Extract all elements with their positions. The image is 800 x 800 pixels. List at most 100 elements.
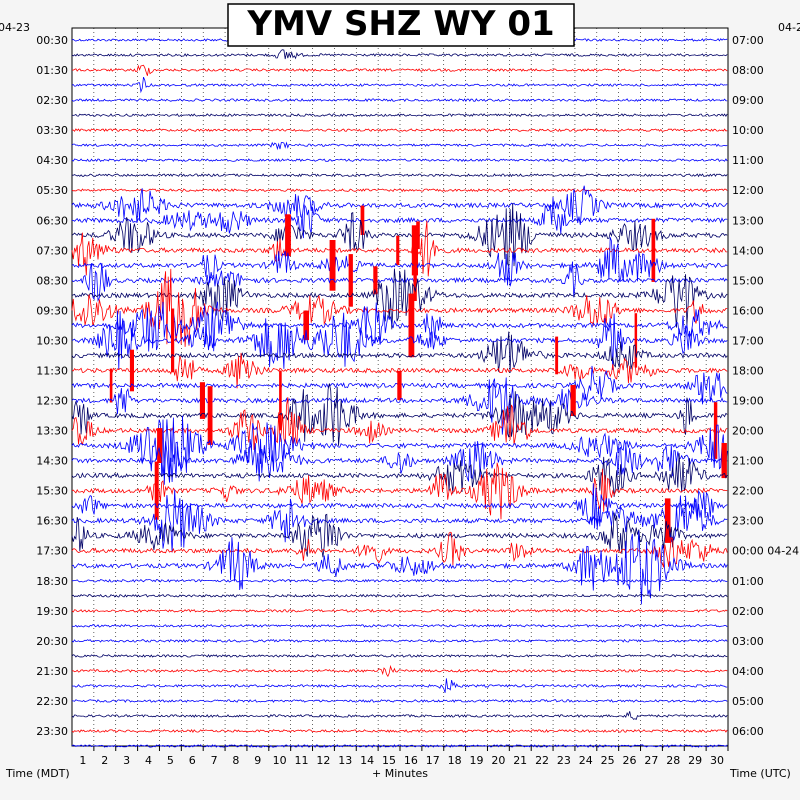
x-tick-label: 22 <box>535 754 549 767</box>
right-tick-label: 04:00 <box>732 665 764 678</box>
trace-row <box>71 453 728 497</box>
right-tick-label: 01:00 <box>732 575 764 588</box>
trace-row <box>71 483 728 530</box>
x-tick-label: 29 <box>688 754 702 767</box>
right-tick-label: 06:00 <box>732 725 764 738</box>
clipped-spike <box>555 336 559 375</box>
left-tick-label: 19:30 <box>36 605 68 618</box>
clipped-spike <box>207 386 213 445</box>
x-tick-label: 17 <box>426 754 440 767</box>
clipped-spike <box>360 205 365 235</box>
left-tick-label: 17:30 <box>36 545 68 558</box>
trace-row <box>71 462 728 520</box>
trace-row <box>71 512 728 558</box>
clipped-spike <box>413 259 417 301</box>
trace-row <box>71 678 728 693</box>
left-tick-label: 12:30 <box>36 395 68 408</box>
left-tick-label: 04:30 <box>36 154 68 167</box>
clipped-spike <box>373 266 378 295</box>
x-tick-label: 24 <box>579 754 593 767</box>
x-tick-label: 6 <box>189 754 196 767</box>
clipped-spike <box>634 313 638 368</box>
x-tick-label: 16 <box>404 754 418 767</box>
right-tick-label: 20:00 <box>732 425 764 438</box>
left-tick-label: 09:30 <box>36 304 68 317</box>
right-tick-label: 22:00 <box>732 485 764 498</box>
clipped-spike <box>199 382 205 419</box>
trace-row <box>71 415 728 485</box>
x-tick-label: 5 <box>167 754 174 767</box>
clipped-spike <box>348 254 353 307</box>
trace-row <box>71 608 728 613</box>
left-tick-label: 08:30 <box>36 274 68 287</box>
title-box <box>227 3 575 47</box>
x-tick-label: 9 <box>254 754 261 767</box>
trace-row <box>71 203 728 267</box>
trace-row <box>71 188 728 193</box>
x-tick-label: 26 <box>623 754 637 767</box>
trace-row <box>71 76 728 94</box>
x-tick-label: 2 <box>101 754 108 767</box>
trace-row <box>71 141 728 151</box>
trace-row <box>71 185 728 225</box>
trace-row <box>71 653 728 658</box>
right-tick-label: 07:00 <box>732 34 764 47</box>
clipped-spike <box>109 368 113 403</box>
right-tick-label: 03:00 <box>732 635 764 648</box>
right-tick-label: 11:00 <box>732 154 764 167</box>
trace-row <box>71 593 728 598</box>
trace-row <box>71 237 728 287</box>
right-tick-label: 14:00 <box>732 244 764 257</box>
right-date-label: 04-2 <box>778 21 800 34</box>
x-axis-label: + Minutes <box>372 767 428 780</box>
trace-row <box>71 623 728 628</box>
trace-row <box>71 711 728 720</box>
clipped-spike <box>651 218 656 282</box>
clipped-spike <box>279 370 282 431</box>
right-tick-label: 19:00 <box>732 395 764 408</box>
x-tick-label: 25 <box>601 754 615 767</box>
right-tick-label: 15:00 <box>732 274 764 287</box>
x-tick-label: 11 <box>295 754 309 767</box>
left-tick-label: 11:30 <box>36 364 68 377</box>
clipped-spike <box>329 240 336 291</box>
trace-row <box>71 310 728 370</box>
left-tick-label: 01:30 <box>36 64 68 77</box>
trace-row <box>71 128 728 132</box>
trace-row <box>71 352 728 389</box>
clipped-spike <box>285 214 291 257</box>
trace-row <box>71 377 728 435</box>
left-date-label: 04-23 <box>0 21 30 34</box>
right-axis-label: Time (UTC) <box>729 767 791 780</box>
clipped-spike <box>570 385 576 416</box>
clipped-spike <box>397 370 402 401</box>
x-tick-label: 28 <box>666 754 680 767</box>
clipped-spike <box>154 461 159 520</box>
x-tick-label: 7 <box>211 754 218 767</box>
left-axis-ticks: 00:30 01:30 02:30 03:30 04:30 05:30 06:30 07:30… <box>36 34 68 738</box>
trace-row <box>71 729 728 734</box>
clipped-spike <box>721 443 727 479</box>
x-tick-label: 10 <box>273 754 287 767</box>
left-tick-label: 13:30 <box>36 425 68 438</box>
x-tick-label: 4 <box>145 754 152 767</box>
clipped-spike <box>396 235 400 265</box>
trace-row <box>72 173 728 178</box>
left-tick-label: 10:30 <box>36 334 68 347</box>
clipped-spike <box>303 310 309 341</box>
x-tick-label: 30 <box>710 754 724 767</box>
x-tick-label: 1 <box>79 754 86 767</box>
right-tick-label: 16:00 <box>732 304 764 317</box>
trace-row <box>71 530 728 605</box>
left-tick-label: 18:30 <box>36 575 68 588</box>
left-tick-label: 03:30 <box>36 124 68 137</box>
left-tick-label: 23:30 <box>36 725 68 738</box>
right-tick-label: 02:00 <box>732 605 764 618</box>
trace-row <box>71 64 728 76</box>
trace-row <box>71 331 728 374</box>
x-tick-label: 23 <box>557 754 571 767</box>
right-tick-label: 10:00 <box>732 124 764 137</box>
trace-row <box>71 425 728 483</box>
left-tick-label: 07:30 <box>36 244 68 257</box>
